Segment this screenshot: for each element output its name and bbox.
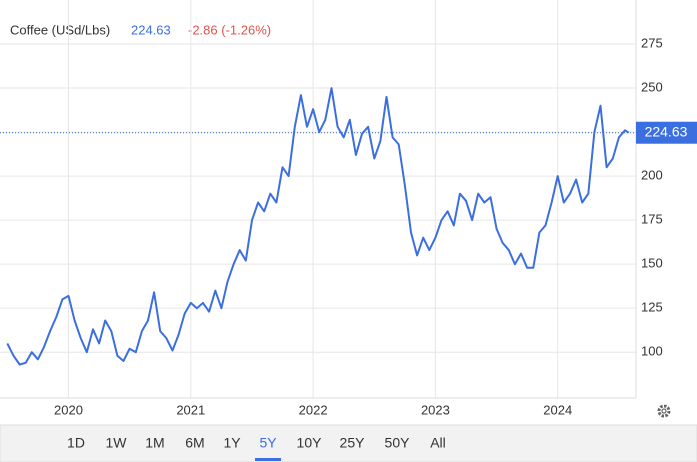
range-selected-underline: [255, 458, 281, 461]
y-tick-label: 200: [641, 168, 663, 183]
y-tick-label: 175: [641, 212, 663, 227]
y-tick-label: 150: [641, 256, 663, 271]
price-line: [6, 87, 630, 366]
range-button[interactable]: 1D: [67, 435, 85, 451]
x-tick-label: 2021: [176, 402, 205, 417]
y-tick-label: 275: [641, 35, 663, 50]
y-tick-label: 100: [641, 344, 663, 359]
range-button[interactable]: 1W: [106, 435, 128, 451]
last-price-box: [636, 121, 697, 144]
range-button[interactable]: 1Y: [223, 435, 241, 451]
x-tick-label: 2022: [299, 402, 328, 417]
range-button[interactable]: 6M: [185, 435, 204, 451]
last-price-label: 224.63: [645, 123, 688, 139]
x-tick-label: 2023: [421, 402, 450, 417]
x-tick-label: 2020: [54, 402, 83, 417]
range-button[interactable]: All: [430, 435, 446, 451]
range-button[interactable]: 50Y: [385, 435, 411, 451]
range-button[interactable]: 25Y: [340, 435, 366, 451]
y-tick-label: 250: [641, 79, 663, 94]
range-button[interactable]: 1M: [145, 435, 164, 451]
header-change: -2.86 (-1.26%): [188, 22, 271, 37]
range-bar: [0, 424, 697, 462]
x-tick-label: 2024: [543, 402, 572, 417]
range-button[interactable]: 10Y: [297, 435, 323, 451]
header-price: 224.63: [131, 22, 171, 37]
chart-title: Coffee (USd/Lbs): [10, 22, 110, 37]
settings-icon[interactable]: [657, 404, 671, 418]
y-tick-label: 125: [641, 300, 663, 315]
range-button[interactable]: 5Y: [259, 435, 277, 451]
